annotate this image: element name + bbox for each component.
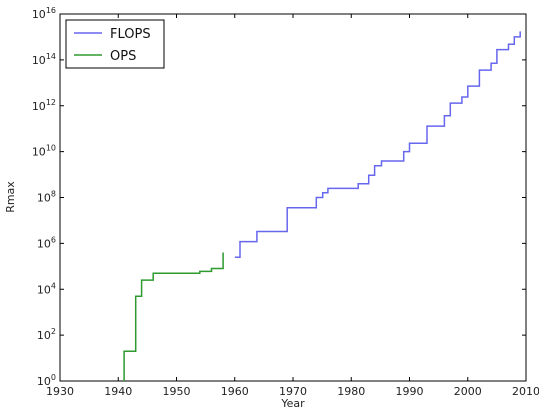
y-tick-label: 1016 (32, 6, 56, 21)
y-tick-label: 102 (37, 327, 56, 342)
plot-frame (59, 13, 527, 382)
y-axis-label: Rmax (4, 181, 17, 213)
legend-label-flops: FLOPS (110, 27, 151, 42)
y-tick-label: 108 (37, 190, 56, 205)
y-tick-label: 100 (37, 373, 56, 388)
x-tick-label: 2010 (512, 385, 539, 398)
x-axis-ticks: 1930 1940 1950 1960 1970 1980 1990 2000 2010 (46, 14, 539, 398)
x-tick-label: 1990 (396, 385, 424, 398)
y-tick-label: 104 (37, 281, 56, 296)
x-axis-label: Year (280, 397, 305, 410)
y-tick-label: 1010 (32, 144, 56, 159)
y-tick-label: 1012 (32, 98, 56, 113)
x-tick-label: 1950 (163, 385, 191, 398)
y-axis-ticks: 100 102 104 106 108 1010 1012 1014 1016 (32, 6, 526, 388)
x-tick-label: 2000 (454, 385, 482, 398)
legend-label-ops: OPS (110, 49, 136, 64)
y-tick-label: 1014 (32, 52, 56, 67)
legend-frame (65, 19, 165, 69)
x-tick-label: 1980 (337, 385, 365, 398)
series-line-flops (234, 31, 521, 258)
x-tick-label: 1930 (46, 385, 74, 398)
x-tick-label: 1960 (221, 385, 249, 398)
x-tick-label: 1970 (279, 385, 307, 398)
x-tick-label: 1940 (104, 385, 132, 398)
series-layer (123, 31, 521, 381)
y-tick-label: 106 (37, 235, 56, 250)
series-line-ops (123, 252, 224, 381)
legend: FLOPS OPS (65, 19, 165, 69)
